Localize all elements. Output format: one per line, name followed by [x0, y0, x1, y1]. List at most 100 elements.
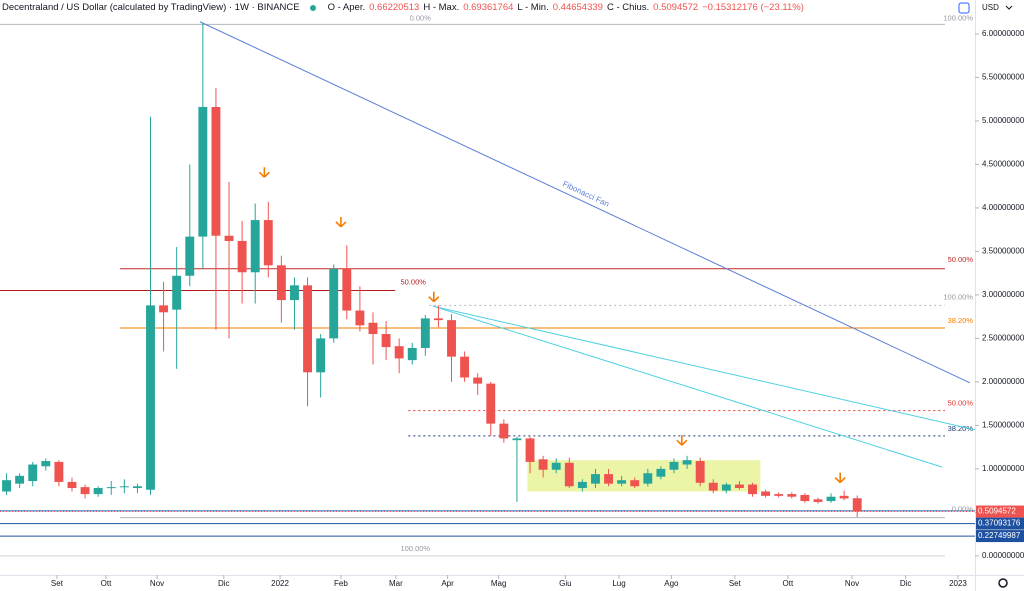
- candle-body: [394, 346, 404, 359]
- ohlc-value: 0.66220513: [369, 2, 420, 13]
- candle-body: [630, 480, 640, 487]
- candle-body: [525, 438, 535, 462]
- x-tick-label: Mag: [491, 579, 507, 588]
- ohlc-label: L - Min.: [517, 2, 549, 13]
- candle-body: [564, 462, 574, 487]
- y-tick-label: 3.00000000: [982, 290, 1024, 299]
- candle-body: [342, 268, 352, 311]
- arrow-marker: [428, 291, 440, 303]
- y-tick-label: 3.50000000: [982, 247, 1024, 256]
- candle-body: [316, 338, 326, 373]
- candle-body: [512, 438, 522, 441]
- candle-body: [486, 383, 496, 424]
- candle-body: [368, 322, 378, 335]
- x-tick-label: Apr: [441, 579, 454, 588]
- candle-body: [774, 494, 784, 496]
- candle-body: [224, 235, 234, 241]
- candle-body: [263, 220, 273, 266]
- y-tick-label: 1.00000000: [982, 464, 1024, 473]
- y-tick-label: 2.50000000: [982, 333, 1024, 342]
- candle-body: [211, 106, 221, 236]
- x-tick-label: Ago: [664, 579, 679, 588]
- arrow-marker: [335, 216, 347, 228]
- candle-body: [106, 487, 116, 489]
- candle-body: [669, 461, 679, 470]
- legend-header: Decentraland / US Dollar (calculated by …: [2, 2, 804, 13]
- arrow-marker: [258, 167, 270, 178]
- candle-body: [682, 460, 692, 465]
- dropdown-icon[interactable]: [1005, 5, 1013, 10]
- candle-body: [787, 494, 797, 497]
- y-tick-label: 2.00000000: [982, 377, 1024, 386]
- settings-gear[interactable]: [998, 578, 1008, 588]
- candle-body: [41, 461, 51, 467]
- x-tick-label: Lug: [612, 579, 625, 588]
- candle-body: [734, 484, 744, 489]
- candle-body: [2, 480, 11, 492]
- x-tick-label: 2023: [949, 579, 967, 588]
- ohlc-label: C - Chius.: [606, 2, 650, 13]
- candle-body: [761, 491, 771, 496]
- currency-label[interactable]: USD: [982, 3, 999, 12]
- x-tick-label: Feb: [334, 579, 348, 588]
- x-tick-label: Giu: [559, 579, 571, 588]
- x-tick-label: Set: [51, 579, 64, 588]
- ohlc-value: 0.44654339: [552, 2, 603, 13]
- candle-body: [28, 464, 38, 482]
- candle-body: [617, 480, 627, 484]
- candle-body: [656, 468, 666, 477]
- axes: 0.000000000.500000001.000000001.50000000…: [51, 29, 1024, 588]
- ohlc-label: O - Aper.: [327, 2, 366, 13]
- x-tick-label: Dic: [900, 579, 912, 588]
- y-tick-label: 1.50000000: [982, 420, 1024, 429]
- candle-body: [538, 459, 548, 470]
- candle-body: [721, 484, 731, 491]
- fib-level-label: 50.00%: [948, 399, 974, 408]
- candle-body: [708, 482, 718, 491]
- price-tag: 0.22749987: [978, 531, 1021, 540]
- candle-body: [146, 305, 155, 490]
- status-dot: [309, 4, 316, 11]
- candle-body: [67, 481, 77, 489]
- x-tick-label: Nov: [845, 579, 859, 588]
- change-value: −0.15312176 (−23.11%): [702, 2, 804, 13]
- price-tag-box: [976, 530, 1024, 543]
- candle-body: [551, 462, 561, 470]
- candle-body: [329, 268, 339, 339]
- fib-level-label: 38.20%: [948, 424, 974, 433]
- candle-body: [460, 356, 470, 378]
- screenshot-icon[interactable]: [958, 2, 970, 14]
- candle-body: [250, 220, 260, 273]
- candle-body: [159, 305, 169, 313]
- candle-body: [748, 484, 757, 495]
- arrow-marker: [676, 435, 688, 446]
- candle-body: [839, 495, 849, 499]
- price-tag-box: [976, 517, 1024, 530]
- candle-body: [290, 285, 299, 301]
- x-tick-label: Set: [729, 579, 742, 588]
- fib-level-label: 100.00%: [943, 13, 973, 22]
- x-tick-label: Ott: [101, 579, 112, 588]
- candle-body: [132, 486, 142, 489]
- price-tag: 0.5094572: [978, 507, 1016, 516]
- fib-level-label: 50.00%: [948, 255, 974, 264]
- ohlc-value: 0.69361764: [463, 2, 514, 13]
- x-tick-label: 2022: [271, 579, 289, 588]
- fib-fan-line: [199, 21, 970, 384]
- y-tick-label: 5.00000000: [982, 116, 1024, 125]
- candle-body: [15, 475, 25, 484]
- candle-body: [303, 285, 312, 373]
- candle-body: [381, 334, 391, 348]
- candle-body: [355, 310, 365, 326]
- candle-body: [695, 461, 705, 483]
- candle-body: [119, 486, 129, 488]
- settings-icon[interactable]: [998, 578, 1008, 588]
- x-tick-label: Nov: [150, 579, 164, 588]
- ohlc-label: H - Max.: [423, 2, 460, 13]
- x-tick-label: Mar: [389, 579, 403, 588]
- fib-level-label: 38.20%: [948, 316, 974, 325]
- candle-body: [852, 498, 862, 512]
